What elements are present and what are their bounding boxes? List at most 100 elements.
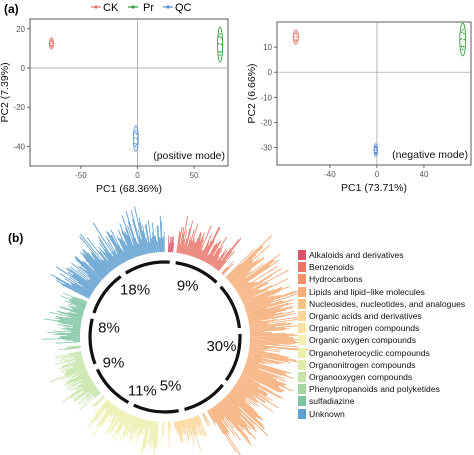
- circular-bar: [232, 270, 253, 286]
- circular-bar: [248, 310, 295, 321]
- circular-bar: [54, 334, 81, 336]
- circular-bar: [75, 306, 85, 311]
- circular-bar: [71, 262, 99, 285]
- circular-bar: [234, 259, 276, 289]
- circular-bar: [63, 356, 83, 362]
- circular-bar: [222, 398, 252, 430]
- class-legend-item: Nucleosides, nucleotides, and analogues: [298, 298, 474, 310]
- circular-bar: [223, 398, 257, 433]
- circular-bar: [248, 315, 285, 323]
- circular-bar: [249, 333, 287, 335]
- circular-bar: [80, 251, 106, 277]
- circular-bar: [190, 242, 196, 257]
- circular-bar: [53, 330, 81, 333]
- circular-bar: [67, 271, 95, 291]
- circular-bar: [123, 413, 130, 424]
- circular-bar: [191, 417, 199, 437]
- circular-bar: [231, 388, 246, 400]
- circular-bar: [137, 243, 142, 256]
- circular-bar: [100, 405, 115, 424]
- circular-bar: [59, 306, 84, 314]
- circular-bar: [143, 420, 150, 450]
- circular-bar: [131, 416, 136, 424]
- ring-label: 30%: [206, 338, 236, 355]
- circular-bar: [213, 406, 229, 428]
- circular-bar: [107, 231, 125, 263]
- circular-bar: [247, 302, 294, 316]
- pos-point-qc: [134, 145, 137, 148]
- circular-bar: [212, 260, 218, 268]
- circular-bar: [124, 414, 131, 427]
- circular-bar: [82, 286, 93, 293]
- circular-bar: [118, 411, 125, 422]
- circular-bar: [207, 240, 222, 264]
- circular-bar: [91, 401, 110, 423]
- neg-point-qc: [375, 146, 378, 149]
- circular-bar: [180, 420, 183, 428]
- circular-bar: [233, 277, 247, 288]
- circular-bar: [208, 409, 224, 435]
- circular-bar: [239, 288, 253, 297]
- class-legend-label: Organooxygen compounds: [309, 371, 413, 382]
- circular-bar: [105, 252, 117, 268]
- circular-bar: [78, 384, 96, 397]
- circular-bar: [249, 340, 303, 344]
- circular-bar: [243, 369, 285, 387]
- circular-bar: [187, 418, 194, 437]
- class-legend: Alkaloids and derivatives Benzenoids Hydro…: [298, 249, 474, 420]
- pos-point-pr: [218, 50, 220, 53]
- circular-bar: [249, 337, 294, 339]
- circular-bar: [65, 366, 86, 375]
- circular-bar: [107, 409, 121, 431]
- circular-bar: [113, 250, 122, 265]
- circular-bar: [236, 381, 279, 409]
- circular-bar: [188, 223, 199, 256]
- circular-bar: [80, 264, 101, 282]
- circular-bar: [211, 255, 220, 267]
- circular-bar: [197, 250, 203, 259]
- circular-bar: [115, 411, 125, 428]
- pos-point-qc: [134, 142, 136, 145]
- circular-bar: [248, 352, 302, 364]
- circular-bar: [248, 350, 290, 358]
- class-legend-swatch: [298, 359, 306, 370]
- circular-bar: [232, 387, 247, 399]
- circular-bar: [241, 374, 255, 381]
- class-legend-swatch: [298, 286, 306, 297]
- circular-bar: [249, 325, 299, 331]
- circular-bar: [157, 224, 160, 253]
- circular-bar: [140, 420, 149, 455]
- circular-bar: [59, 319, 82, 324]
- circular-bar: [129, 415, 134, 425]
- circular-bar: [226, 245, 264, 280]
- top-legend: CK Pr QC: [91, 2, 192, 14]
- circular-bar: [72, 284, 91, 296]
- circular-bar: [227, 394, 265, 430]
- neg-point-qc: [375, 149, 378, 151]
- circular-bar: [106, 231, 125, 263]
- circular-bar: [55, 353, 82, 360]
- circular-bar: [43, 318, 81, 325]
- circular-bar: [98, 247, 115, 269]
- neg-point-pr: [460, 45, 463, 47]
- circular-bar: [130, 210, 144, 255]
- circular-bar: [157, 241, 159, 253]
- circular-bar: [68, 305, 85, 312]
- circular-bar: [244, 366, 287, 382]
- circular-bar: [247, 305, 293, 318]
- circular-bar: [155, 236, 158, 253]
- neg-ytick-label: -30: [260, 143, 272, 152]
- circular-bar: [66, 374, 90, 388]
- circular-bar: [82, 253, 106, 277]
- circular-bar: [215, 405, 225, 418]
- circular-bar: [249, 338, 298, 340]
- circular-bar: [139, 419, 145, 436]
- circular-bar: [184, 220, 194, 255]
- circular-bar: [168, 421, 170, 437]
- circular-bar: [187, 229, 195, 256]
- circular-bar: [113, 256, 120, 266]
- pos-point-ck: [50, 39, 53, 42]
- ring-label: 8%: [98, 320, 120, 337]
- circular-bar: [69, 306, 85, 312]
